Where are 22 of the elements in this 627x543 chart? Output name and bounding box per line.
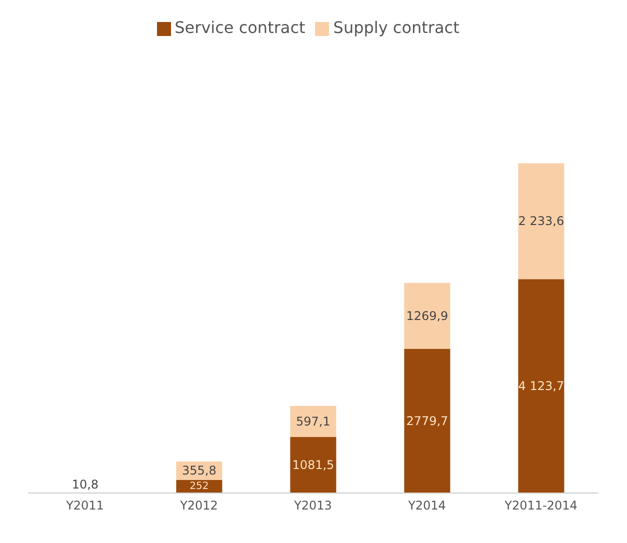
legend-label: Supply contract (333, 18, 460, 37)
data-label: 1269,9 (406, 308, 448, 323)
data-label: 10,8 (72, 477, 99, 492)
x-tick-label: Y2013 (293, 498, 332, 513)
data-label: 252 (190, 480, 209, 492)
bar (404, 348, 450, 493)
data-label: 4 123,7 (518, 379, 564, 394)
data-label: 2 233,6 (518, 214, 564, 228)
bar (404, 282, 450, 349)
data-label: 2779,7 (406, 414, 448, 428)
bar (290, 436, 336, 493)
bar (518, 163, 564, 280)
x-tick-label: Y2012 (179, 498, 218, 513)
x-tick-label: Y2011 (65, 498, 104, 513)
x-tick-label: Y2014 (407, 498, 446, 513)
bar (518, 279, 564, 493)
legend-label: Service contract (174, 18, 306, 37)
data-label: 1081,5 (292, 458, 334, 472)
x-tick-label: Y2011-2014 (504, 498, 578, 513)
data-label: 355,8 (182, 464, 216, 478)
data-label: 597,1 (296, 414, 330, 428)
bar (290, 406, 336, 437)
